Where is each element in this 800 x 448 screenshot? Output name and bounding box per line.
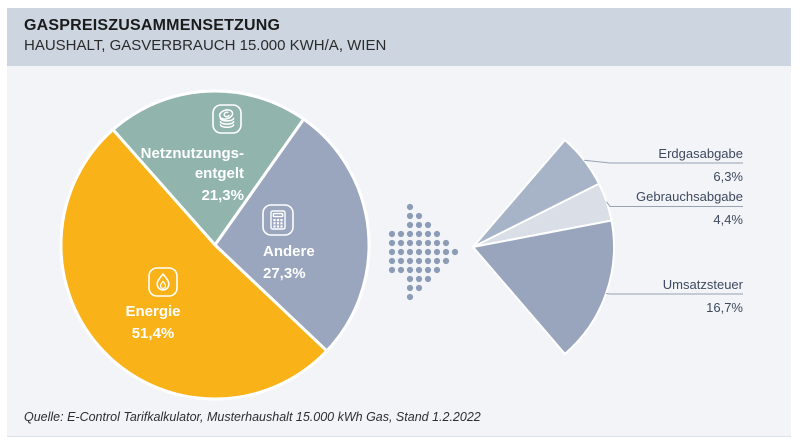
fan-name: Umsatzsteuer xyxy=(662,277,743,292)
arrow-dot xyxy=(424,239,432,247)
arrow-dot xyxy=(415,284,423,292)
arrow-dot xyxy=(415,257,423,265)
fan-label-erdgasabgabe: Erdgasabgabe 6,3% xyxy=(658,146,743,185)
fan-label-gebrauchsabgabe: Gebrauchsabgabe 4,4% xyxy=(636,189,743,228)
arrow-dot xyxy=(388,266,396,274)
arrow-dot xyxy=(406,203,414,211)
source-note: Quelle: E-Control Tarifkalkulator, Muste… xyxy=(24,410,481,424)
arrow-dot xyxy=(397,248,405,256)
arrow-dot xyxy=(406,257,414,265)
fan-label-umsatzsteuer: Umsatzsteuer 16,7% xyxy=(663,277,743,316)
page-title: GASPREISZUSAMMENSETZUNG xyxy=(24,17,281,34)
coins-stack-icon xyxy=(212,104,242,134)
arrow-dot xyxy=(388,239,396,247)
arrow-dot xyxy=(442,248,450,256)
arrow-dot xyxy=(415,230,423,238)
slice-label-energie: Energie 51,4% xyxy=(108,302,198,344)
arrow-dot xyxy=(442,239,450,247)
leader-line xyxy=(606,201,743,207)
arrow-dot xyxy=(415,239,423,247)
arrow-dot xyxy=(433,248,441,256)
arrow-dot xyxy=(415,221,423,229)
leader-line xyxy=(584,159,743,164)
arrow-dot xyxy=(442,257,450,265)
arrow-dot xyxy=(406,221,414,229)
chart-slice xyxy=(471,219,615,356)
arrow-dot xyxy=(424,221,432,229)
arrow-dot xyxy=(406,293,414,301)
arrow-dot xyxy=(388,248,396,256)
arrow-dot xyxy=(406,212,414,220)
slice-percent: 21,3% xyxy=(201,187,244,204)
arrow-dot xyxy=(415,275,423,283)
slice-name-line1: Netznutzungs- xyxy=(140,145,244,162)
slice-name: Andere xyxy=(263,243,315,260)
arrow-dot xyxy=(424,257,432,265)
arrow-dot xyxy=(406,230,414,238)
arrow-dot xyxy=(424,248,432,256)
arrow-dot xyxy=(433,266,441,274)
slice-name: Energie xyxy=(125,303,181,320)
dotted-arrow-right-icon xyxy=(388,203,459,301)
slice-label-andere: Andere 27,3% xyxy=(263,242,315,284)
slice-label-netznutzungsentgelt: Netznutzungs- entgelt 21,3% xyxy=(118,144,244,206)
arrow-dot xyxy=(397,266,405,274)
leader-lines xyxy=(584,159,743,295)
arrow-dot xyxy=(406,284,414,292)
fan-name: Erdgasabgabe xyxy=(658,146,743,161)
arrow-dot xyxy=(424,230,432,238)
arrow-dot xyxy=(388,257,396,265)
arrow-dot xyxy=(415,212,423,220)
arrow-dot xyxy=(433,230,441,238)
arrow-dot xyxy=(433,239,441,247)
chart-slice xyxy=(213,117,371,354)
arrow-dot xyxy=(415,266,423,274)
calculator-icon xyxy=(262,204,294,236)
arrow-dot xyxy=(397,239,405,247)
slice-name-line2: entgelt xyxy=(194,165,244,182)
arrow-dot xyxy=(406,248,414,256)
arrow-dot xyxy=(451,248,459,256)
pie-chart xyxy=(59,89,371,401)
chart-slice xyxy=(110,89,306,248)
arrow-dot xyxy=(397,230,405,238)
fan-percent: 16,7% xyxy=(706,300,743,315)
arrow-dot xyxy=(397,257,405,265)
chart-slice xyxy=(59,127,329,401)
fan-name: Gebrauchsabgabe xyxy=(636,189,743,204)
arrow-dot xyxy=(406,266,414,274)
fan-percent: 6,3% xyxy=(713,169,743,184)
arrow-dot xyxy=(406,275,414,283)
page-subtitle: HAUSHALT, GASVERBRAUCH 15.000 KWH/A, WIE… xyxy=(24,37,387,54)
arrow-dot xyxy=(406,239,414,247)
detail-fan-chart xyxy=(471,138,615,356)
arrow-dot xyxy=(388,230,396,238)
slice-percent: 51,4% xyxy=(131,325,175,342)
arrow-dot xyxy=(415,248,423,256)
arrow-dot xyxy=(424,275,432,283)
header-band: GASPREISZUSAMMENSETZUNG HAUSHALT, GASVER… xyxy=(7,8,791,66)
arrow-dot xyxy=(433,257,441,265)
fan-percent: 4,4% xyxy=(713,212,743,227)
slice-percent: 27,3% xyxy=(263,265,306,282)
flame-icon xyxy=(148,267,178,297)
leader-line xyxy=(606,293,743,295)
arrow-dot xyxy=(424,266,432,274)
